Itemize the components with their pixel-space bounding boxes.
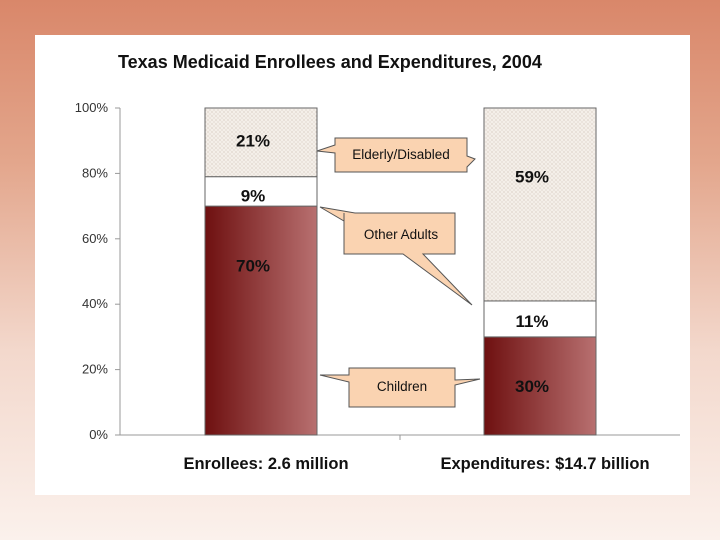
y-tick-label: 80% — [82, 165, 108, 180]
bar-value-label: 30% — [515, 377, 549, 396]
bar-segment-elderly-disabled — [483, 107, 597, 302]
bar-segment-children — [483, 336, 597, 436]
bar-segment-children — [204, 205, 318, 436]
x-category-label: Expenditures: $14.7 billion — [440, 455, 649, 473]
bar-segment-elderly-disabled — [204, 107, 318, 178]
bar-value-label: 9% — [241, 186, 266, 205]
callout-children — [319, 367, 481, 408]
bar-segment-other-adults — [483, 300, 597, 338]
bar-value-label: 70% — [236, 257, 270, 276]
y-tick-label: 60% — [82, 231, 108, 246]
y-tick-label: 0% — [89, 427, 108, 442]
bar-value-label: 11% — [515, 312, 548, 331]
chart: Texas Medicaid Enrollees and Expenditure… — [75, 52, 680, 473]
y-tick-label: 20% — [82, 362, 108, 377]
callout-other-adults-label: Other Adults — [364, 227, 439, 242]
y-tick-label: 100% — [75, 100, 109, 115]
callout-elderly-disabled — [316, 137, 476, 173]
callout-other-adults — [319, 206, 473, 306]
bar-value-label: 59% — [515, 167, 549, 186]
bar-value-label: 21% — [236, 131, 270, 150]
bar-segment-other-adults — [204, 176, 318, 207]
x-category-label: Enrollees: 2.6 million — [183, 455, 348, 473]
slide: Texas Medicaid Enrollees and Expenditure… — [35, 35, 690, 495]
callout-children-label: Children — [377, 379, 427, 394]
callout-elderly-disabled-label: Elderly/Disabled — [352, 147, 450, 162]
y-tick-label: 40% — [82, 296, 108, 311]
chart-title: Texas Medicaid Enrollees and Expenditure… — [118, 52, 542, 72]
